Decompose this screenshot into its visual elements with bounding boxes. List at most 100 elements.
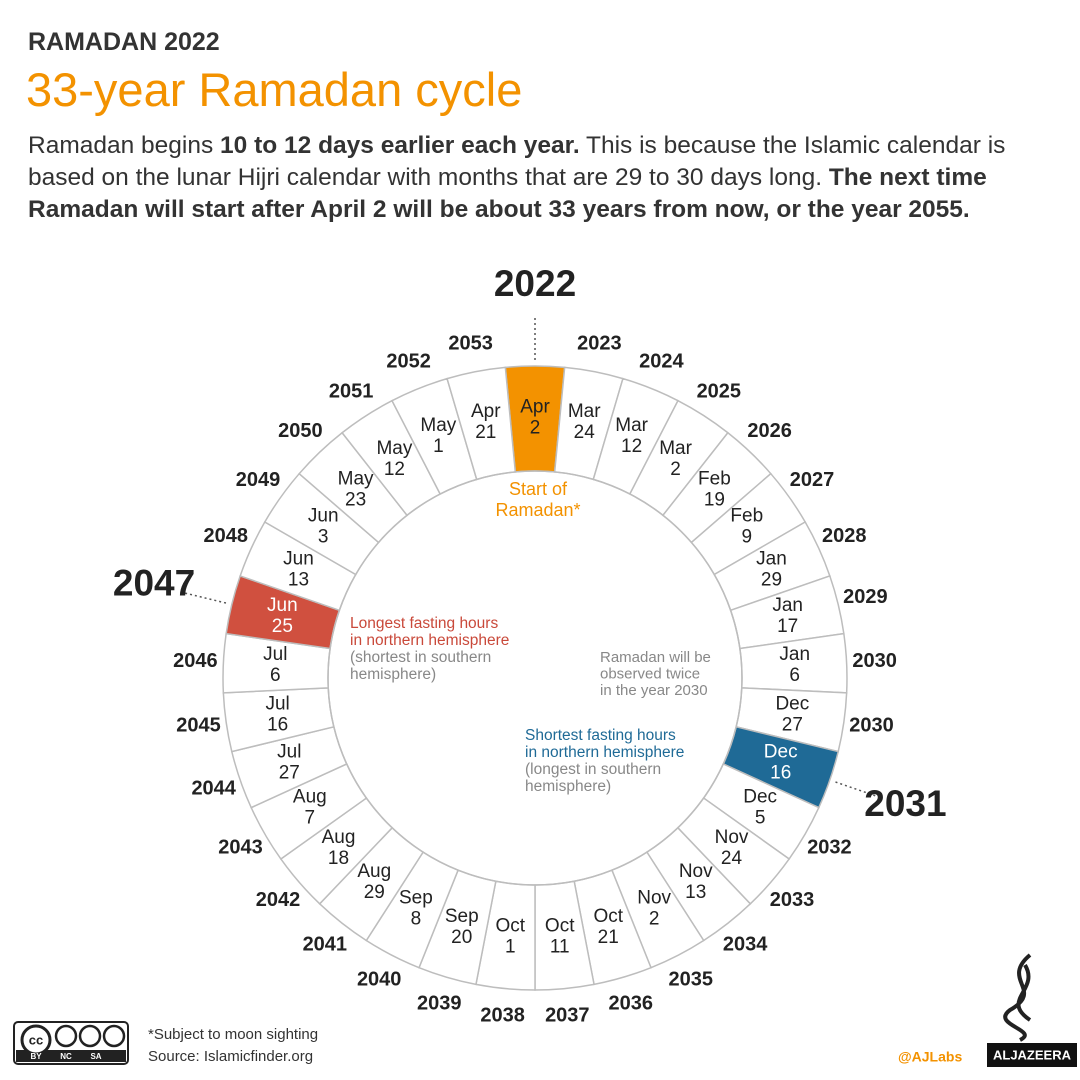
date-label: May	[376, 438, 412, 459]
date-label: Dec	[743, 787, 777, 808]
year-label: 2024	[639, 351, 684, 373]
annotation-twice: in the year 2030	[600, 682, 708, 699]
inner-circle	[327, 470, 743, 886]
date-label: 1	[505, 936, 516, 957]
year-label: 2041	[303, 934, 348, 956]
date-label: Aug	[293, 787, 327, 808]
date-label: Mar	[568, 401, 601, 422]
date-label: 27	[279, 763, 300, 784]
annotation-shortest-note: hemisphere)	[525, 778, 611, 795]
annotation-start: Ramadan*	[495, 500, 580, 520]
date-label: Jan	[779, 644, 810, 665]
annotation-start: Start of	[509, 479, 568, 499]
date-label: Apr	[520, 397, 550, 418]
date-label: Jul	[277, 742, 301, 763]
brand-logo	[987, 953, 1077, 1067]
year-label: 2037	[545, 1005, 590, 1027]
date-label: Jun	[308, 506, 339, 527]
annotation-shortest: Shortest fasting hours	[525, 727, 676, 744]
year-label: 2039	[417, 993, 462, 1015]
leader-line	[184, 592, 227, 604]
date-label: 9	[742, 527, 753, 548]
annotation-longest: in northern hemisphere	[350, 632, 509, 649]
year-label: 2040	[357, 968, 402, 990]
handle: @AJLabs	[898, 1049, 962, 1065]
year-label: 2030	[852, 650, 897, 672]
annotation-twice: observed twice	[600, 665, 700, 682]
year-label-highlight: 2047	[113, 562, 195, 603]
date-label: 7	[305, 808, 316, 829]
date-label: Jul	[263, 644, 287, 665]
year-label: 2030	[849, 715, 894, 737]
intro-text: This is because the Islamic calendar is …	[28, 132, 1006, 191]
date-label: 2	[530, 418, 541, 439]
date-label: Sep	[445, 906, 479, 927]
year-label: 2025	[697, 380, 742, 402]
date-label: Jul	[265, 694, 289, 715]
license-label: NC	[60, 1052, 72, 1061]
date-label: 13	[288, 570, 309, 591]
svg-text:cc: cc	[29, 1032, 43, 1047]
annotation-longest: Longest fasting hours	[350, 615, 498, 632]
kicker: RAMADAN 2022	[28, 28, 220, 56]
footnote: *Subject to moon sighting	[148, 1026, 318, 1043]
brand-name: ALJAZEERA	[993, 1047, 1072, 1062]
date-label: Apr	[471, 401, 501, 422]
date-label: Feb	[698, 468, 731, 489]
year-label: 2033	[770, 889, 815, 911]
year-label: 2035	[669, 968, 714, 990]
year-label: 2046	[173, 650, 218, 672]
year-label: 2036	[609, 993, 654, 1015]
license-label: SA	[90, 1052, 101, 1061]
date-label: Jun	[267, 595, 298, 616]
year-label: 2045	[176, 715, 221, 737]
date-label: Dec	[775, 694, 809, 715]
year-label: 2038	[480, 1005, 525, 1027]
date-label: 13	[685, 882, 706, 903]
leader-line	[835, 781, 876, 797]
year-label: 2023	[577, 332, 622, 354]
date-label: Aug	[322, 827, 356, 848]
intro-bold: The next time Ramadan will start after A…	[28, 164, 987, 223]
date-label: 29	[364, 882, 385, 903]
date-label: Jan	[756, 549, 787, 570]
date-label: 16	[267, 715, 288, 736]
intro-bold: 10 to 12 days earlier each year.	[220, 132, 580, 159]
date-label: 12	[621, 436, 642, 457]
year-label: 2044	[191, 777, 236, 799]
license-badge: cc	[13, 1021, 129, 1065]
source: Source: Islamicfinder.org	[148, 1048, 313, 1065]
year-label-highlight: 2022	[494, 263, 576, 304]
date-label: 17	[777, 616, 798, 637]
date-label: Mar	[615, 415, 648, 436]
year-label: 2028	[822, 525, 867, 547]
date-label: Sep	[399, 888, 433, 909]
date-label: Nov	[637, 888, 671, 909]
year-label: 2029	[843, 586, 888, 608]
date-label: 19	[704, 489, 725, 510]
year-label: 2053	[448, 332, 493, 354]
date-label: Jan	[772, 595, 803, 616]
date-label: 18	[328, 848, 349, 869]
date-label: 23	[345, 489, 366, 510]
date-label: 21	[475, 422, 496, 443]
date-label: 6	[789, 665, 800, 686]
year-label: 2032	[807, 836, 852, 858]
date-label: Feb	[730, 506, 763, 527]
annotation-shortest: in northern hemisphere	[525, 744, 684, 761]
year-label: 2050	[278, 420, 323, 442]
year-label: 2026	[747, 420, 792, 442]
date-label: 8	[411, 909, 422, 930]
date-label: 1	[433, 436, 444, 457]
year-label: 2043	[218, 836, 263, 858]
year-label: 2042	[256, 889, 301, 911]
date-label: 20	[451, 927, 472, 948]
date-label: May	[338, 468, 374, 489]
date-label: 2	[670, 459, 681, 480]
date-label: Jun	[283, 549, 314, 570]
date-label: 2	[649, 909, 660, 930]
annotation-shortest-note: (longest in southern	[525, 761, 661, 778]
date-label: Oct	[545, 915, 575, 936]
year-label-highlight: 2031	[864, 783, 946, 824]
